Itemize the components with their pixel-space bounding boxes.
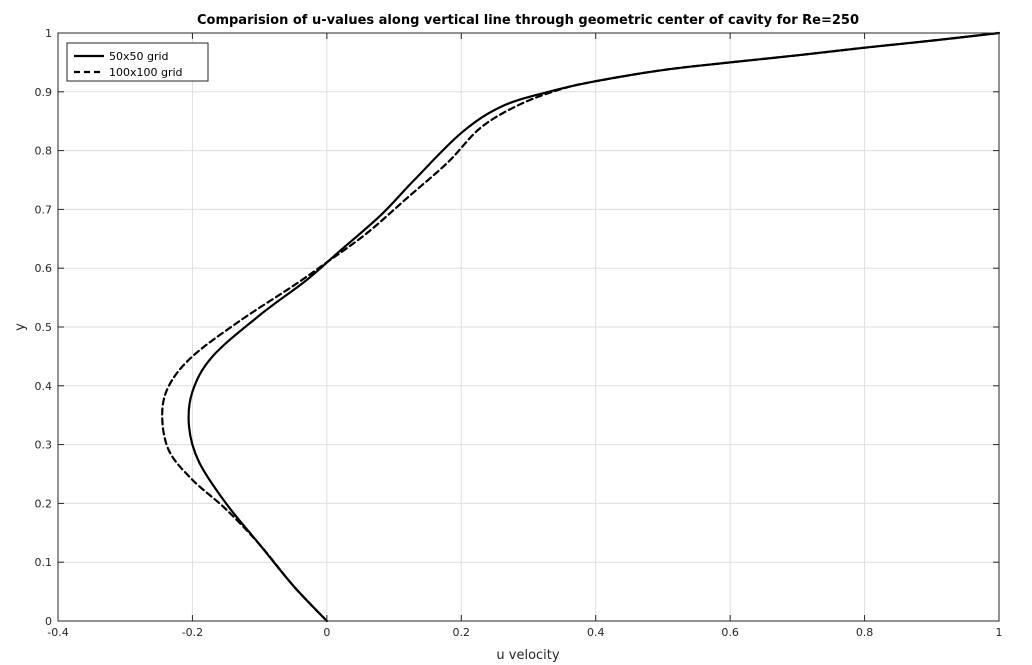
series-line-100x100 [161, 31, 1001, 623]
legend-label-50x50: 50x50 grid [109, 50, 169, 63]
legend: 50x50 grid 100x100 grid [66, 42, 209, 82]
ticks: -0.4 -0.2 0 0.2 0.4 0.6 0.8 1 0 0.1 0.2 0.3 0.4 0.5 0.… [35, 27, 1003, 639]
x-tick-label: -0.2 [182, 626, 203, 639]
chart-title: Comparision of u-values along vertical l… [197, 13, 859, 28]
y-tick-label: 0.3 [35, 439, 53, 452]
series-layer [161, 31, 1001, 623]
legend-label-100x100: 100x100 grid [109, 66, 183, 79]
y-tick-label: 0.1 [35, 556, 53, 569]
x-tick-label: 0.8 [856, 626, 874, 639]
x-tick-label: 0.6 [721, 626, 739, 639]
x-tick-label: 0.4 [587, 626, 605, 639]
y-tick-label: 0.4 [35, 380, 53, 393]
y-tick-label: 0 [45, 615, 52, 628]
y-tick-label: 1 [45, 27, 52, 40]
y-tick-label: 0.5 [35, 321, 53, 334]
y-tick-label: 0.7 [35, 203, 53, 216]
y-axis-label: y [13, 323, 28, 331]
y-tick-label: 0.8 [35, 145, 53, 158]
x-tick-label: -0.4 [47, 626, 68, 639]
y-tick-label: 0.6 [35, 262, 53, 275]
legend-box [66, 42, 209, 82]
x-tick-label: 0.2 [453, 626, 471, 639]
y-tick-label: 0.2 [35, 497, 53, 510]
x-axis-label: u velocity [496, 648, 559, 663]
x-tick-label: 0 [323, 626, 330, 639]
y-tick-label: 0.9 [35, 86, 53, 99]
x-tick-label: 1 [996, 626, 1003, 639]
